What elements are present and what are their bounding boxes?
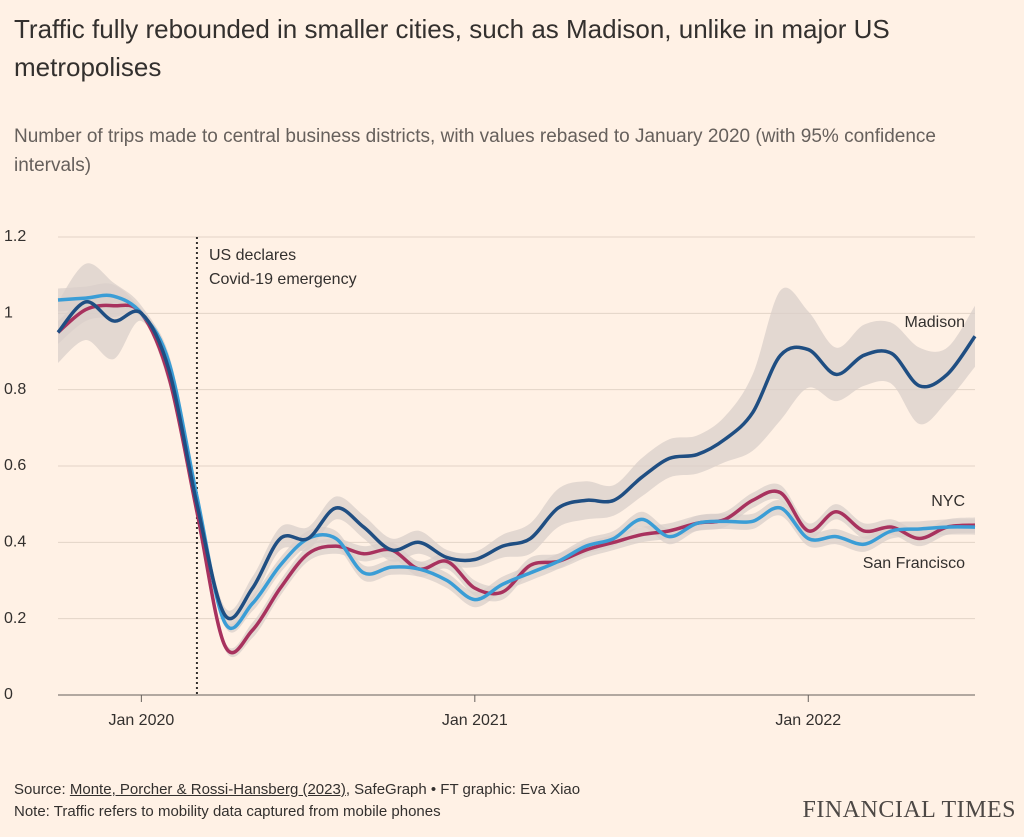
note: Note: Traffic refers to mobility data ca… (14, 803, 441, 820)
series-label: NYC (931, 493, 965, 510)
source-rest: , SafeGraph • FT graphic: Eva Xiao (345, 781, 581, 798)
series-label: San Francisco (863, 555, 965, 572)
y-tick-label: 0 (4, 686, 13, 703)
annotation: US declares (209, 247, 296, 264)
y-tick-label: 0.4 (4, 534, 26, 551)
source-link[interactable]: Monte, Porcher & Rossi-Hansberg (2023) (69, 781, 346, 798)
y-tick-label: 0.8 (4, 381, 26, 398)
brand-logo: FINANCIAL TIMES (802, 797, 1016, 823)
line (57, 293, 976, 631)
y-tick-label: 0.2 (4, 610, 26, 627)
x-tick-label: Jan 2020 (108, 712, 174, 729)
ci-bands (58, 263, 975, 658)
x-tick-label: Jan 2021 (442, 712, 508, 729)
y-tick-label: 1.2 (4, 228, 26, 245)
y-tick-label: 1 (4, 305, 13, 322)
source-prefix: Source: (14, 781, 70, 798)
series-label: Madison (905, 314, 965, 331)
footer: Source: Monte, Porcher & Rossi-Hansberg … (14, 779, 580, 823)
chart-subtitle: Number of trips made to central business… (14, 126, 936, 176)
x-tick-label: Jan 2022 (775, 712, 841, 729)
line (56, 300, 977, 621)
y-tick-label: 0.6 (4, 457, 26, 474)
annotation: Covid-19 emergency (209, 271, 357, 288)
chart-title: Traffic fully rebounded in smaller citie… (14, 14, 890, 82)
